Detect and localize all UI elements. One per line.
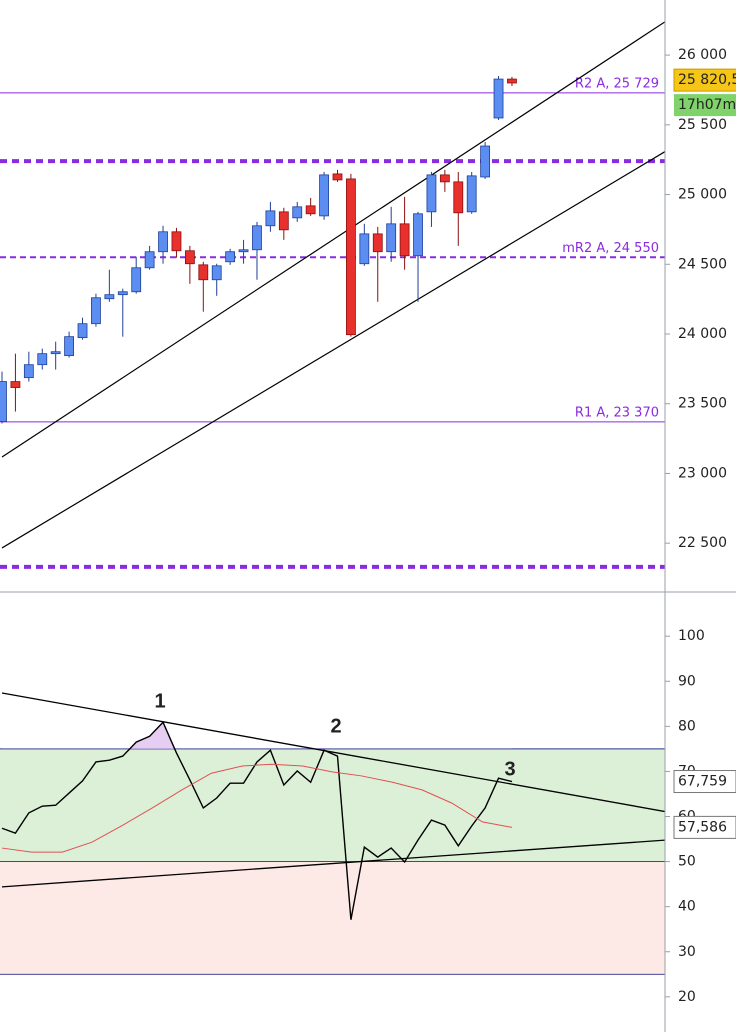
candle-body bbox=[507, 78, 517, 84]
candle-body bbox=[144, 251, 155, 269]
overbought-fill bbox=[129, 722, 175, 749]
candle-body bbox=[265, 210, 276, 227]
candle-body bbox=[493, 78, 504, 119]
countdown-label: 17h07m bbox=[678, 97, 736, 113]
y-tick-label: 80 bbox=[678, 718, 696, 734]
y-tick-label: 23 000 bbox=[678, 465, 727, 481]
candle-body bbox=[10, 381, 21, 388]
y-tick-label: 100 bbox=[678, 628, 705, 644]
rsi-line bbox=[1, 721, 513, 920]
candle-body bbox=[23, 364, 34, 379]
last-price-box bbox=[673, 68, 736, 92]
candle-body bbox=[211, 265, 222, 281]
candle-body bbox=[480, 145, 491, 178]
last-value-box bbox=[673, 770, 736, 794]
last-price-label: 25 820,5 bbox=[678, 72, 736, 88]
annotation: 2 bbox=[330, 715, 341, 737]
candle-body bbox=[117, 291, 128, 296]
level-label: mR2 A, 24 550 bbox=[562, 241, 659, 256]
rsi-line bbox=[1, 763, 513, 853]
annotation: 3 bbox=[504, 758, 515, 780]
y-tick-label: 20 bbox=[678, 989, 696, 1005]
y-tick-label: 90 bbox=[678, 673, 696, 689]
candle-body bbox=[453, 181, 464, 214]
candle-body bbox=[104, 294, 115, 300]
y-tick-label: 23 500 bbox=[678, 396, 727, 412]
trendline bbox=[1, 150, 665, 549]
y-tick-label: 25 500 bbox=[678, 117, 727, 133]
candle-body bbox=[37, 353, 48, 366]
trendline bbox=[1, 692, 665, 813]
y-tick-label: 24 000 bbox=[678, 326, 727, 342]
last-value-label: 57,586 bbox=[678, 819, 727, 835]
candle-body bbox=[466, 175, 477, 213]
y-tick-label: 24 500 bbox=[678, 256, 727, 272]
candle-body bbox=[292, 206, 303, 219]
candle-body bbox=[77, 323, 88, 339]
candle-body bbox=[50, 351, 61, 355]
trendline bbox=[1, 21, 665, 458]
candle-body bbox=[91, 297, 101, 325]
y-tick-label: 50 bbox=[678, 854, 696, 870]
candle-body bbox=[171, 231, 182, 252]
candle-body bbox=[238, 249, 249, 253]
candle-body bbox=[184, 250, 195, 265]
candle-body bbox=[346, 178, 356, 336]
y-tick-label: 26 000 bbox=[678, 47, 727, 63]
candle-body bbox=[0, 381, 7, 422]
level-label: R1 A, 23 370 bbox=[575, 405, 659, 420]
candle-body bbox=[252, 225, 262, 251]
candle-body bbox=[413, 213, 423, 257]
candle-body bbox=[359, 233, 370, 265]
candle-body bbox=[386, 223, 397, 253]
y-tick-label: 25 000 bbox=[678, 187, 727, 203]
candle-body bbox=[64, 336, 74, 357]
last-value-box bbox=[673, 815, 736, 839]
candle-body bbox=[372, 233, 383, 253]
price-panel: R2 A, 25 729 mR2 A, 24 550 R1 A, 23 370 bbox=[0, 21, 665, 569]
rsi-lines: 1 2 3 bbox=[1, 690, 665, 920]
candle-body bbox=[131, 267, 142, 293]
candle-body bbox=[305, 205, 316, 215]
candle-body bbox=[225, 251, 236, 263]
y-tick-label: 40 bbox=[678, 899, 696, 915]
band bbox=[0, 861, 665, 975]
band bbox=[0, 748, 665, 862]
candle-body bbox=[319, 174, 329, 217]
candle-body bbox=[158, 231, 168, 253]
level-label: R2 A, 25 729 bbox=[575, 76, 659, 91]
candle-body bbox=[399, 223, 410, 257]
candle-body bbox=[198, 264, 209, 281]
countdown-box bbox=[674, 94, 736, 117]
trendline bbox=[1, 839, 665, 888]
candle-body bbox=[278, 211, 289, 231]
y-tick-label: 30 bbox=[678, 944, 696, 960]
annotation: 1 bbox=[154, 690, 165, 712]
y-tick-label: 22 500 bbox=[678, 535, 727, 551]
candle-body bbox=[332, 173, 343, 181]
candle-body bbox=[426, 174, 437, 213]
rsi-panel bbox=[0, 748, 665, 975]
candle-body bbox=[439, 174, 450, 183]
last-value-label: 67,759 bbox=[678, 774, 727, 790]
